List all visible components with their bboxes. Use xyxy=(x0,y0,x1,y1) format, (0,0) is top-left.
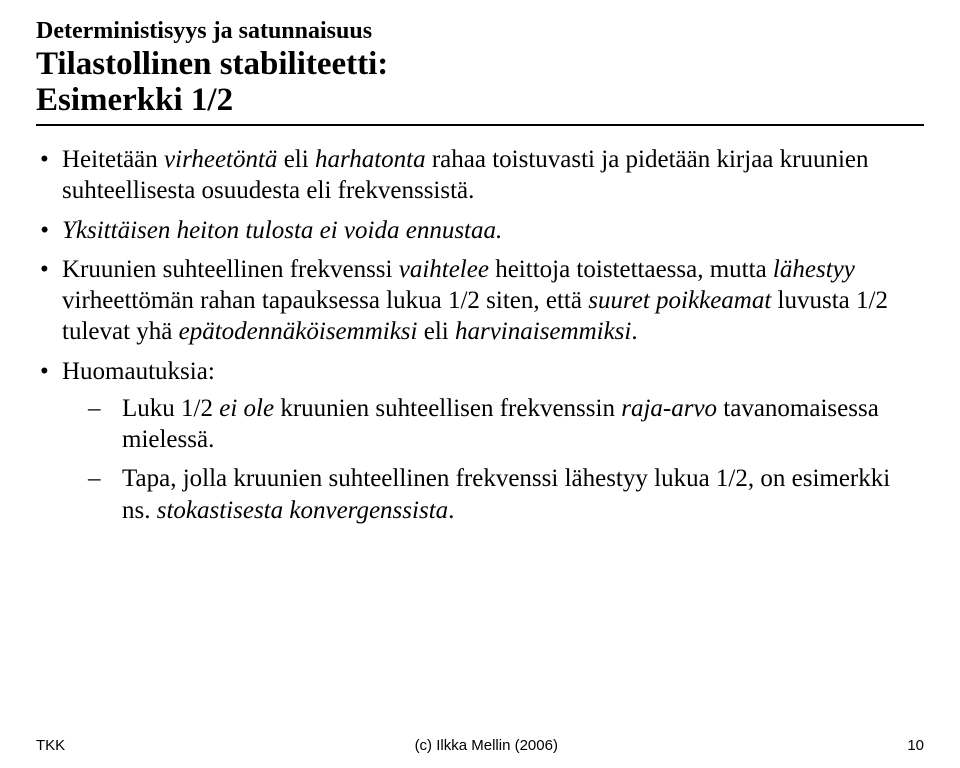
bullet-item: Kruunien suhteellinen frekvenssi vaihtel… xyxy=(36,254,924,348)
text: Luku 1/2 xyxy=(122,395,219,422)
text-italic: suuret poikkeamat xyxy=(588,287,771,314)
bullet-item: Yksittäisen heiton tulosta ei voida ennu… xyxy=(36,215,924,246)
slide-footer: TKK (c) Ilkka Mellin (2006) 10 xyxy=(36,737,924,754)
text-italic: harvinaisemmiksi xyxy=(455,318,631,345)
text: Huomautuksia: xyxy=(62,358,215,385)
text: eli xyxy=(417,318,455,345)
text: kruunien suhteellisen frekvenssin xyxy=(274,395,621,422)
sub-list: Luku 1/2 ei ole kruunien suhteellisen fr… xyxy=(62,393,924,526)
text: . xyxy=(631,318,637,345)
text-italic: vaihtelee xyxy=(399,256,489,283)
text-italic: lähestyy xyxy=(773,256,855,283)
sub-item: Tapa, jolla kruunien suhteellinen frekve… xyxy=(88,463,924,526)
text-italic: raja-arvo xyxy=(621,395,717,422)
supertitle: Deterministisyys ja satunnaisuus xyxy=(36,18,924,46)
text: . xyxy=(448,497,454,524)
text-italic: harhatonta xyxy=(315,146,426,173)
text-italic: Yksittäisen heiton tulosta ei voida ennu… xyxy=(62,217,502,244)
text: virheettömän rahan tapauksessa lukua 1/2… xyxy=(62,287,588,314)
text-italic: ei ole xyxy=(219,395,274,422)
text: eli xyxy=(277,146,315,173)
text-italic: virheetöntä xyxy=(164,146,277,173)
title: Tilastollinen stabiliteetti: xyxy=(36,46,924,82)
footer-right: 10 xyxy=(907,737,924,754)
bullet-list: Heitetään virheetöntä eli harhatonta rah… xyxy=(36,144,924,526)
bullet-item: Huomautuksia: Luku 1/2 ei ole kruunien s… xyxy=(36,356,924,526)
text: heittoja toistettaessa, mutta xyxy=(489,256,773,283)
sub-item: Luku 1/2 ei ole kruunien suhteellisen fr… xyxy=(88,393,924,456)
text: Kruunien suhteellinen frekvenssi xyxy=(62,256,399,283)
header-divider xyxy=(36,124,924,126)
footer-left: TKK xyxy=(36,737,65,754)
slide-content: Heitetään virheetöntä eli harhatonta rah… xyxy=(36,144,924,526)
bullet-item: Heitetään virheetöntä eli harhatonta rah… xyxy=(36,144,924,207)
footer-center: (c) Ilkka Mellin (2006) xyxy=(415,737,558,754)
text-italic: epätodennäköisemmiksi xyxy=(179,318,418,345)
slide-header: Deterministisyys ja satunnaisuus Tilasto… xyxy=(36,18,924,118)
subtitle: Esimerkki 1/2 xyxy=(36,82,924,118)
text: Heitetään xyxy=(62,146,164,173)
text-italic: stokastisesta konvergenssista xyxy=(157,497,448,524)
